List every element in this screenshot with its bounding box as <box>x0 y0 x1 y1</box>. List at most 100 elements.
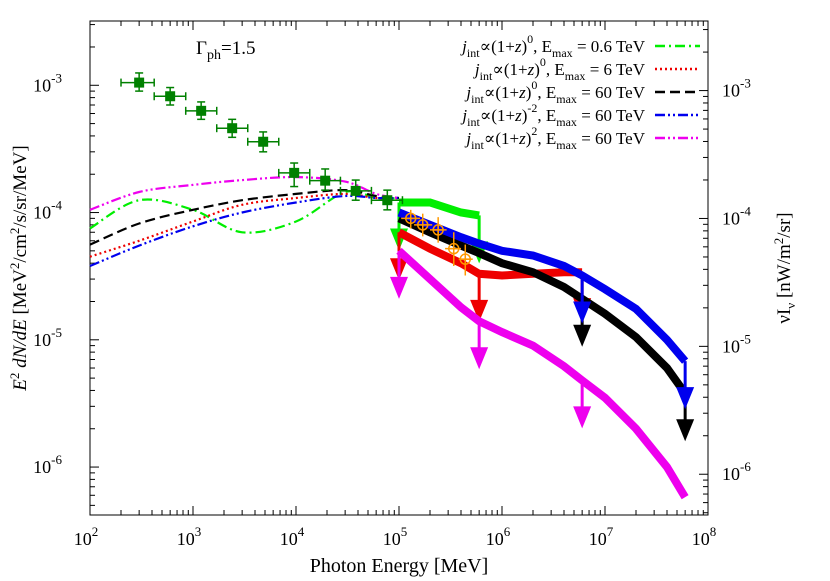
x-tick-label: 108 <box>692 524 717 549</box>
data-point <box>339 179 373 201</box>
legend-label-4: jint∝(1+z)-2, Emax = 60 TeV <box>460 101 645 129</box>
y2-tick-label: 10-3 <box>722 76 751 101</box>
y-tick-label: 10-6 <box>33 452 62 477</box>
y2-tick-label-exp: -3 <box>740 76 751 91</box>
legend-label-part: ) <box>526 83 532 102</box>
y2-tick-label: 10-4 <box>722 203 751 228</box>
x-tick-label-exp: 3 <box>195 524 202 539</box>
x-tick-label-base: 10 <box>383 529 401 549</box>
orange-data-point <box>445 232 462 267</box>
data-point-marker <box>134 77 145 88</box>
legend-label-part: 0 <box>527 32 533 46</box>
y-axis-label-s1: 2 <box>7 263 22 270</box>
y2-tick-label-base: 10 <box>722 208 740 228</box>
axis-ticks <box>89 21 709 515</box>
x-tick-label-base: 10 <box>486 529 504 549</box>
legend-label-part: j <box>464 83 471 102</box>
gamma-annotation-rest: =1.5 <box>221 38 255 59</box>
upper-limit-arrow <box>573 380 592 429</box>
upper-limit-arrow-head <box>573 324 592 347</box>
legend-label-part: int <box>480 69 493 83</box>
legend-label-part: ∝(1+ <box>480 37 515 56</box>
x-tick-label: 104 <box>280 524 305 549</box>
legend-label-part: ∝(1+ <box>480 106 515 125</box>
orange-data-point <box>414 213 433 237</box>
legend-label-part: z <box>527 60 535 79</box>
y2-axis-label-tail: /sr] <box>774 212 795 237</box>
upper-limit-arrow-head <box>573 406 592 429</box>
upper-limit-curve-5 <box>396 247 689 500</box>
data-point <box>184 101 218 121</box>
legend-label-part: = 60 TeV <box>577 83 646 102</box>
legend-label-2: jint∝(1+z)0, Emax = 6 TeV <box>473 55 646 83</box>
legend-label-part: 0 <box>540 55 546 69</box>
x-tick-label: 107 <box>589 524 614 549</box>
x-axis-label: Photon Energy [MeV] <box>310 555 489 577</box>
data-point-marker <box>196 105 207 116</box>
x-tick-labels: 102 103 104 105 106 107 108 <box>74 524 717 549</box>
legend-label-part: j <box>473 60 480 79</box>
legend: jint∝(1+z)0, Emax = 0.6 TeVjint∝(1+z)0, … <box>460 32 700 152</box>
y-axis-label-cm: /cm <box>10 234 31 263</box>
x-tick-label: 103 <box>177 524 202 549</box>
y-axis-label-e-sup: 2 <box>7 373 22 380</box>
legend-label-3: jint∝(1+z)0, Emax = 60 TeV <box>464 78 645 106</box>
y-axis-label-tail: /s/sr/MeV] <box>10 145 31 227</box>
y-tick-label-exp: -6 <box>51 452 62 467</box>
data-point <box>277 162 311 188</box>
series-layer <box>89 175 400 268</box>
legend-label-part: max <box>565 69 586 83</box>
legend-label-part: -2 <box>527 101 537 115</box>
upper-limit-curve-3 <box>397 214 689 396</box>
upper-limit-curve-1 <box>399 198 480 220</box>
y2-axis-label-sub: ν <box>783 303 798 309</box>
legend-label-part: 0 <box>531 78 537 92</box>
y-axis-label: E2 dN/dE [MeV2/cm2/s/sr/MeV] <box>7 145 31 391</box>
plot-area <box>89 20 709 516</box>
series-line-2 <box>89 192 400 258</box>
upper-limit-arrow <box>390 250 408 299</box>
y2-axis-label-rest: [nW/m <box>774 244 795 303</box>
y2-tick-labels: 10-310-410-510-6 <box>722 76 751 485</box>
data-point-marker <box>320 175 331 186</box>
y2-tick-label-base: 10 <box>722 81 740 101</box>
x-tick-label: 105 <box>383 524 408 549</box>
data-point-marker <box>165 91 176 102</box>
x-tick-label-exp: 4 <box>298 524 305 539</box>
data-points-layer <box>120 72 473 276</box>
x-tick-label-exp: 6 <box>504 524 511 539</box>
legend-label-part: int <box>471 92 484 106</box>
legend-label-part: 2 <box>531 124 537 138</box>
legend-label-part: , E <box>537 83 556 102</box>
legend-label-part: ∝(1+ <box>484 129 519 148</box>
orange-data-point <box>401 209 421 229</box>
upper-limit-arrow-head <box>676 387 695 410</box>
upper-limit-arrow <box>676 361 695 410</box>
y-tick-label-base: 10 <box>33 457 51 477</box>
legend-label-part: = 0.6 TeV <box>573 37 646 56</box>
gamma-annotation: Γph=1.5 <box>196 38 255 63</box>
legend-label-5: jint∝(1+z)2, Emax = 60 TeV <box>464 124 645 152</box>
x-tick-label-exp: 2 <box>92 524 99 539</box>
y-tick-label: 10-4 <box>33 198 62 223</box>
data-point-marker <box>289 167 300 178</box>
y-tick-label: 10-5 <box>33 325 62 350</box>
upper-limit-arrow <box>470 273 489 322</box>
x-tick-label-base: 10 <box>74 529 92 549</box>
x-tick-label: 102 <box>74 524 99 549</box>
legend-label-1: jint∝(1+z)0, Emax = 0.6 TeV <box>460 32 646 60</box>
legend-label-part: max <box>556 138 577 152</box>
upper-limit-arrow <box>573 275 592 324</box>
y-tick-label-base: 10 <box>33 75 51 95</box>
y2-axis-label: νIν [nW/m2/sr] <box>771 212 798 323</box>
legend-label-part: ) <box>521 37 527 56</box>
data-point <box>309 168 342 191</box>
legend-label-part: ) <box>522 106 528 125</box>
y-axis-label-mid: dN/dE <box>10 319 31 373</box>
y2-axis-label-nu: νI <box>774 309 795 324</box>
upper-limit-arrow-head <box>573 301 592 324</box>
legend-label-part: = 60 TeV <box>577 129 646 148</box>
series-line-4 <box>89 194 400 268</box>
legend-label-part: z <box>518 83 526 102</box>
y2-tick-label: 10-6 <box>722 459 751 484</box>
